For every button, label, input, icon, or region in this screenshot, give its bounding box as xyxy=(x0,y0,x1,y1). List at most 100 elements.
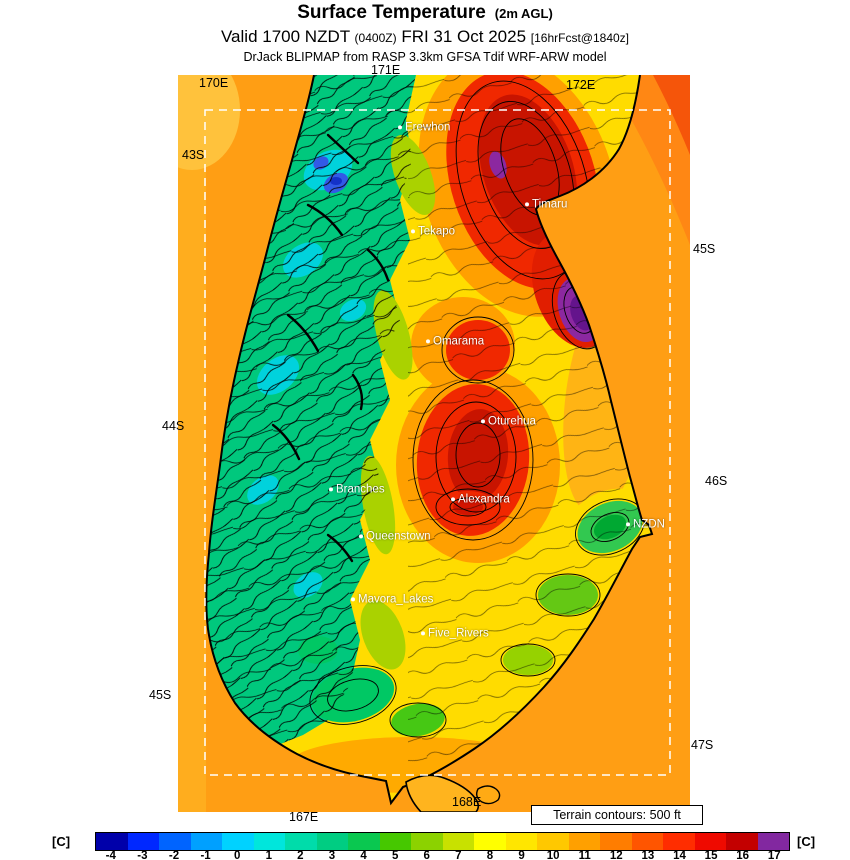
place-dot xyxy=(426,339,430,344)
temperature-map: Erewhon Timaru Tekapo Omarama Oturehua Branch… xyxy=(178,75,690,812)
valid-main-2: FRI 31 Oct 2025 xyxy=(401,27,527,46)
colorbar-value-15: 15 xyxy=(704,850,718,860)
axis-label-46s: 46S xyxy=(705,474,728,488)
place-marker-nzdn: NZDN xyxy=(626,518,665,530)
place-dot xyxy=(411,229,415,234)
axis-label-168e: 168E xyxy=(452,795,482,809)
axis-label-171e: 171E xyxy=(371,63,401,77)
axis-label-45s: 45S xyxy=(149,688,172,702)
place-dot xyxy=(451,497,455,502)
colorbar-unit-left: [C] xyxy=(52,834,71,849)
axis-label-45s: 45S xyxy=(693,242,716,256)
colorbar-unit-right: [C] xyxy=(797,834,816,849)
colorbar-value-10: 10 xyxy=(546,850,560,860)
colorbar-segment-2 xyxy=(285,833,317,850)
place-label: Omarama xyxy=(433,335,485,348)
colorbar-segment-12 xyxy=(600,833,632,850)
colorbar-value-13: 13 xyxy=(641,850,655,860)
place-marker-erewhon: Erewhon xyxy=(398,121,450,133)
place-label: Alexandra xyxy=(458,493,510,506)
colorbar-value--2: -2 xyxy=(168,850,180,860)
axis-label-167e: 167E xyxy=(289,810,319,824)
place-marker-branches: Branches xyxy=(329,483,385,495)
colorbar-value-16: 16 xyxy=(736,850,750,860)
place-label: Erewhon xyxy=(405,121,451,134)
axis-label-44s: 44S xyxy=(162,419,185,433)
colorbar-value-labels: -4 -3 -2 -1 0 1 2 3 4 5 6 7 8 9 10 11 12 13 14 15 16 17 xyxy=(95,850,790,860)
colorbar-value-1: 1 xyxy=(265,850,272,860)
place-dot xyxy=(626,522,630,527)
colorbar-value--4: -4 xyxy=(105,850,116,860)
colorbar-value--3: -3 xyxy=(137,850,148,860)
domain-boundary xyxy=(204,109,671,776)
colorbar-segment-15 xyxy=(694,833,726,850)
place-marker-timaru: Timaru xyxy=(525,198,567,210)
colorbar-segment--4 xyxy=(96,833,128,850)
colorbar-value-12: 12 xyxy=(609,850,623,860)
colorbar-segment-4 xyxy=(348,833,380,850)
valid-small-1: (0400Z) xyxy=(354,31,397,45)
colorbar-value-7: 7 xyxy=(455,850,462,860)
place-marker-queenstown: Queenstown xyxy=(359,530,431,542)
colorbar-segment-8 xyxy=(474,833,506,850)
terrain-contours-note: Terrain contours: 500 ft xyxy=(531,805,703,825)
colorbar-value-9: 9 xyxy=(518,850,525,860)
colorbar-segment-0 xyxy=(222,833,254,850)
place-marker-five_rivers: Five_Rivers xyxy=(421,627,489,639)
place-dot xyxy=(351,597,355,602)
place-label: Mavora_Lakes xyxy=(358,593,434,606)
colorbar-segment-3 xyxy=(316,833,348,850)
colorbar-segment-14 xyxy=(663,833,695,850)
place-dot xyxy=(398,125,402,130)
colorbar-segment-9 xyxy=(505,833,537,850)
place-marker-oturehua: Oturehua xyxy=(481,415,536,427)
colorbar-segment-6 xyxy=(411,833,443,850)
temperature-colorbar xyxy=(95,832,790,851)
colorbar-segment-11 xyxy=(568,833,600,850)
colorbar-value-4: 4 xyxy=(360,850,367,860)
colorbar-segment-13 xyxy=(631,833,663,850)
title-main: Surface Temperature xyxy=(297,2,486,23)
page-title: Surface Temperature (2m AGL) xyxy=(0,2,850,24)
place-dot xyxy=(359,534,363,539)
colorbar-segment-16 xyxy=(726,833,758,850)
colorbar-segment-5 xyxy=(379,833,411,850)
axis-label-172e: 172E xyxy=(566,78,596,92)
axis-label-43s: 43S xyxy=(182,148,205,162)
colorbar-value-11: 11 xyxy=(578,850,591,860)
colorbar-segment--3 xyxy=(127,833,159,850)
colorbar-segment-10 xyxy=(537,833,569,850)
place-label: Tekapo xyxy=(418,225,456,238)
colorbar-segment--2 xyxy=(159,833,191,850)
colorbar-segment--1 xyxy=(190,833,222,850)
title-suffix: (2m AGL) xyxy=(494,6,553,21)
colorbar-segment-1 xyxy=(253,833,285,850)
place-label: NZDN xyxy=(633,518,665,531)
place-label: Five_Rivers xyxy=(428,627,489,640)
colorbar-value-14: 14 xyxy=(673,850,686,860)
colorbar-value-6: 6 xyxy=(423,850,430,860)
place-marker-alexandra: Alexandra xyxy=(451,493,510,505)
axis-label-47s: 47S xyxy=(691,738,714,752)
colorbar-segment-7 xyxy=(442,833,474,850)
colorbar-value--1: -1 xyxy=(200,850,211,860)
colorbar-value-0: 0 xyxy=(233,850,241,860)
colorbar-value-3: 3 xyxy=(328,850,336,860)
place-dot xyxy=(329,487,333,492)
place-label: Branches xyxy=(336,483,385,496)
place-dot xyxy=(481,419,485,424)
place-marker-tekapo: Tekapo xyxy=(411,225,455,237)
colorbar-segment-17 xyxy=(757,833,789,850)
place-label: Timaru xyxy=(532,198,568,211)
place-dot xyxy=(525,202,529,207)
colorbar-value-17: 17 xyxy=(767,850,781,860)
axis-label-170e: 170E xyxy=(199,76,229,90)
place-dot xyxy=(421,631,425,636)
colorbar-value-2: 2 xyxy=(297,850,304,860)
temperature-map-svg xyxy=(178,75,690,812)
model-line: DrJack BLIPMAP from RASP 3.3km GFSA Tdif… xyxy=(243,50,607,64)
place-label: Oturehua xyxy=(488,415,536,428)
place-marker-omarama: Omarama xyxy=(426,335,484,347)
colorbar-value-5: 5 xyxy=(391,850,399,860)
